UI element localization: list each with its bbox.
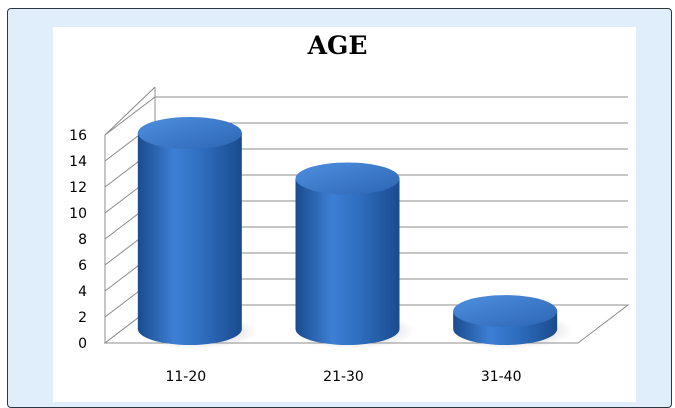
y-tick-label: 14 [69,154,87,170]
y-tick-label: 6 [78,258,87,274]
y-tick-label: 12 [69,180,87,196]
x-category-label: 21-30 [323,369,364,385]
bar-21-30 [295,178,400,345]
y-tick-label: 0 [78,336,87,352]
y-tick-label: 10 [69,206,87,222]
y-tick-label: 8 [78,232,87,248]
x-category-label: 31-40 [481,369,522,385]
bar-top-11-20 [137,117,242,149]
chart-svg: 0 2 4 6 8 10 12 14 16 11-20 21-30 31-40 [69,86,630,385]
bar-11-20 [137,133,242,345]
x-category-label: 11-20 [165,369,206,385]
bar-top-31-40 [453,295,558,328]
side-wall-top-edge [104,86,156,136]
chart-title: AGE [307,31,368,60]
y-tick-label: 4 [78,284,87,300]
bar-top-21-30 [295,162,400,195]
y-tick-label: 2 [78,310,87,326]
y-tick-label: 16 [69,128,87,144]
